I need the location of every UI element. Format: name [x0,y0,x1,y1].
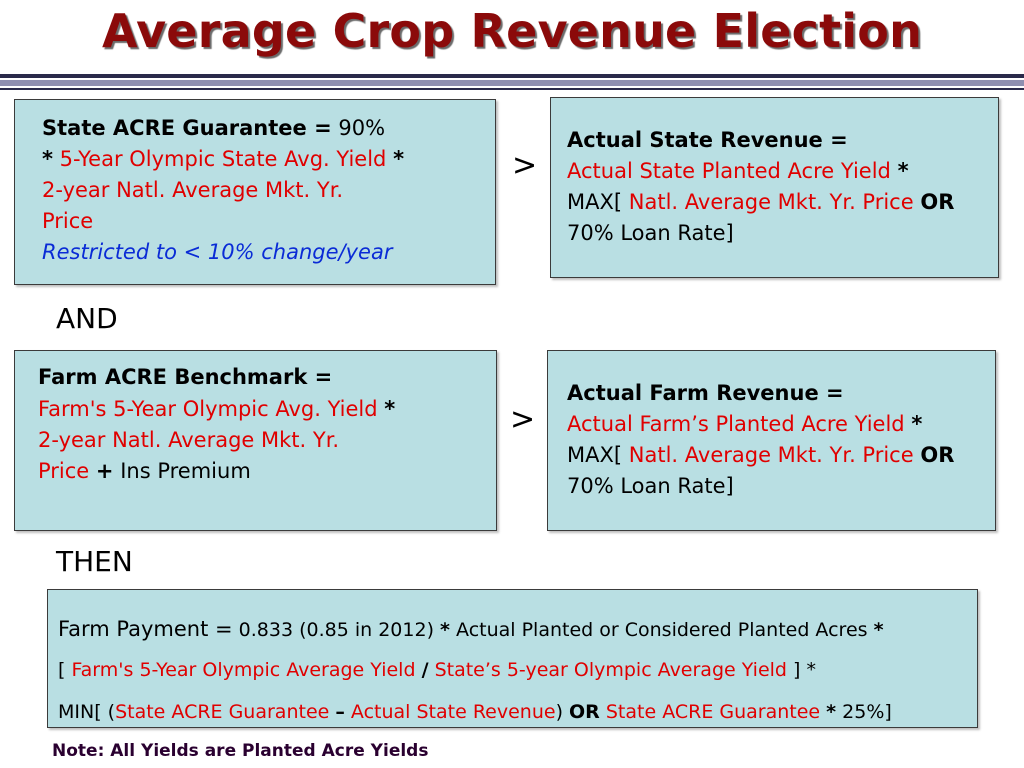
farm-benchmark-price-line1: 2-year Natl. Average Mkt. Yr. [38,428,340,452]
payment-state-yield: State’s 5-year Olympic Average Yield [434,659,787,681]
payment-guarantee: State ACRE Guarantee [115,701,330,723]
then-connector: THEN [56,545,133,578]
state-guarantee-price-line2: Price [42,209,94,233]
page-title: Average Crop Revenue Election [101,4,923,58]
multiply-sign: * [873,619,884,641]
minus-sign: – [335,701,345,723]
multiply-sign: * [440,619,450,641]
close-bracket: ] * [793,659,816,681]
state-revenue-line3: MAX[ Natl. Average Mkt. Yr. Price OR [567,187,954,218]
comparator-greater-than-1: > [512,148,538,183]
farm-benchmark-box: Farm ACRE Benchmark = Farm's 5-Year Olym… [14,350,497,531]
state-guarantee-yield: 5-Year Olympic State Avg. Yield [59,147,387,171]
payment-percentage: 25%] [842,701,892,723]
farm-payment-line1: Farm Payment = 0.833 (0.85 in 2012) * Ac… [58,617,884,641]
title-rule-middle [0,80,1024,86]
farm-benchmark-label: Farm ACRE Benchmark = [38,365,333,389]
title-rule-bottom [0,88,1024,90]
state-revenue-loan: 70% Loan Rate] [567,221,734,245]
state-guarantee-line2: * 5-Year Olympic State Avg. Yield * [42,144,404,175]
max-function: MAX[ [567,190,623,214]
state-guarantee-label: State ACRE Guarantee = [42,116,332,140]
plus-sign: + [95,459,114,483]
farm-payment-line2: [ Farm's 5-Year Olympic Average Yield / … [58,659,816,681]
and-connector: AND [56,302,118,335]
multiply-sign: * [393,147,405,171]
multiply-sign: * [897,159,909,183]
farm-benchmark-yield: Farm's 5-Year Olympic Avg. Yield [38,397,378,421]
close-paren: ) [555,701,563,723]
payment-factor: 0.833 (0.85 in 2012) [238,619,434,641]
farm-benchmark-line4: Price + Ins Premium [38,456,251,487]
farm-benchmark-premium: Ins Premium [120,459,251,483]
multiply-sign: * [826,701,837,723]
payment-acres: Actual Planted or Considered Planted Acr… [456,619,868,641]
open-bracket: [ [58,659,66,681]
state-guarantee-restriction: Restricted to < 10% change/year [42,240,393,264]
farm-revenue-yield: Actual Farm’s Planted Acre Yield [567,412,905,436]
divide-sign: / [421,659,429,681]
state-guarantee-box: State ACRE Guarantee = 90% * 5-Year Olym… [14,99,496,285]
title-rule-top [0,74,1024,78]
payment-revenue: Actual State Revenue [350,701,556,723]
state-guarantee-pct: 90% [338,116,386,140]
state-revenue-price: Natl. Average Mkt. Yr. Price [628,190,914,214]
state-revenue-label: Actual State Revenue = [567,128,848,152]
farm-revenue-loan: 70% Loan Rate] [567,474,734,498]
state-revenue-line2: Actual State Planted Acre Yield * [567,156,909,187]
state-guarantee-line1: State ACRE Guarantee = 90% [42,113,385,144]
farm-benchmark-line2: Farm's 5-Year Olympic Avg. Yield * [38,394,395,425]
farm-revenue-label: Actual Farm Revenue = [567,381,844,405]
payment-guarantee-2: State ACRE Guarantee [605,701,821,723]
max-function: MAX[ [567,443,623,467]
farm-payment-label: Farm Payment = [58,617,233,641]
multiply-sign: * [911,412,923,436]
farm-revenue-box: Actual Farm Revenue = Actual Farm’s Plan… [547,350,996,531]
farm-payment-line3: MIN[ (State ACRE Guarantee – Actual Stat… [58,701,892,723]
state-guarantee-price-line1: 2-year Natl. Average Mkt. Yr. [42,178,344,202]
state-revenue-box: Actual State Revenue = Actual State Plan… [550,97,999,278]
comparator-greater-than-2: > [510,402,536,437]
multiply-sign: * [42,147,53,171]
farm-benchmark-price-line2: Price [38,459,90,483]
farm-revenue-line3: MAX[ Natl. Average Mkt. Yr. Price OR [567,440,954,471]
state-revenue-yield: Actual State Planted Acre Yield [567,159,891,183]
farm-revenue-line2: Actual Farm’s Planted Acre Yield * [567,409,922,440]
or-operator: OR [569,701,600,723]
footnote: Note: All Yields are Planted Acre Yields [52,741,429,761]
farm-revenue-price: Natl. Average Mkt. Yr. Price [628,443,914,467]
or-operator: OR [920,443,955,467]
payment-farm-yield: Farm's 5-Year Olympic Average Yield [71,659,416,681]
min-function: MIN[ ( [58,701,116,723]
or-operator: OR [920,190,955,214]
farm-payment-box [47,589,978,728]
multiply-sign: * [384,397,396,421]
